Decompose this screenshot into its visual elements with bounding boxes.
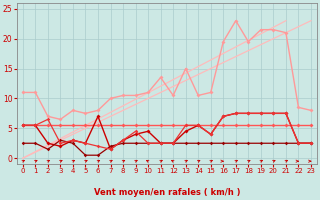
X-axis label: Vent moyen/en rafales ( km/h ): Vent moyen/en rafales ( km/h ) [94, 188, 240, 197]
